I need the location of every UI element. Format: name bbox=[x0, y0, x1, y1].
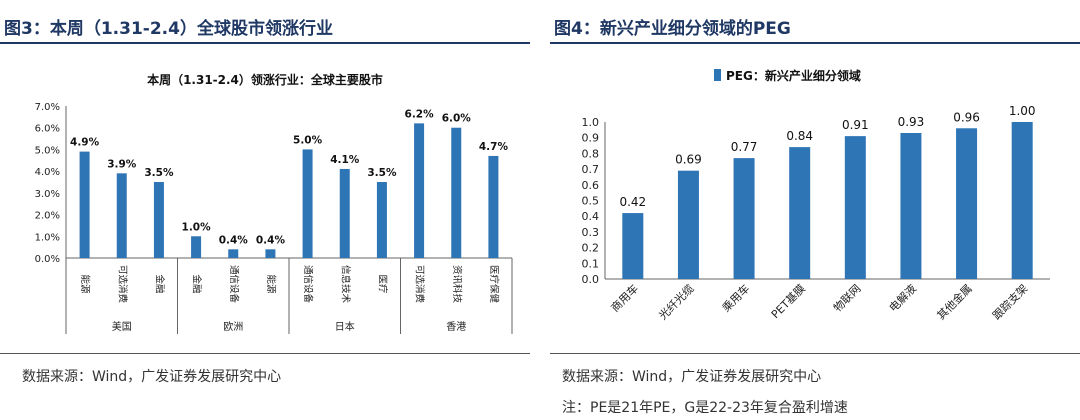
bar bbox=[79, 151, 90, 258]
y-tick-label: 5.0% bbox=[35, 145, 60, 156]
category-label: 其他金属 bbox=[934, 281, 975, 322]
category-label: 可选消费 bbox=[116, 265, 128, 303]
left-title-rule bbox=[0, 42, 530, 44]
value-label: 3.9% bbox=[107, 158, 137, 170]
value-label: 6.2% bbox=[405, 108, 435, 120]
y-tick-label: 0.2 bbox=[582, 242, 600, 255]
left-source-text: 数据来源：Wind，广发证券发展研究中心 bbox=[22, 369, 282, 385]
group-label: 美国 bbox=[112, 320, 132, 333]
category-label: 医疗保健 bbox=[488, 265, 500, 304]
y-tick-label: 0.0% bbox=[35, 254, 60, 265]
category-label: PET基膜 bbox=[769, 282, 808, 321]
value-label: 0.93 bbox=[898, 115, 925, 129]
left-source-rule bbox=[0, 353, 530, 354]
bar bbox=[376, 182, 387, 258]
y-tick-label: 0.9 bbox=[582, 132, 600, 145]
y-tick-label: 3.0% bbox=[35, 189, 60, 200]
bar bbox=[488, 155, 499, 258]
y-tick-label: 0.5 bbox=[582, 195, 600, 208]
category-label: 电解液 bbox=[886, 281, 919, 314]
left-bar-chart: 本周（1.31-2.4）领涨行业：全球主要股市 0.0% 1.0% 2.0% 3.0% 4… bbox=[35, 72, 513, 334]
value-label: 0.91 bbox=[842, 118, 869, 132]
y-tick-label: 4.0% bbox=[35, 167, 60, 178]
bar bbox=[414, 123, 425, 258]
bar bbox=[900, 132, 922, 279]
right-bar-chart: PEG：新兴产业细分领域 0.0 0.1 0.2 0.3 0.4 0.5 0.6 0.7 0.8 0… bbox=[582, 68, 1050, 322]
category-label: 信息技术 bbox=[339, 265, 351, 304]
bar bbox=[153, 182, 164, 258]
value-label: 0.4% bbox=[219, 234, 249, 246]
group-label: 日本 bbox=[335, 320, 355, 333]
y-tick-label: 0.3 bbox=[582, 226, 600, 239]
y-tick-label: 1.0 bbox=[582, 116, 600, 129]
value-label: 0.42 bbox=[619, 195, 646, 209]
right-note-text: 注：PE是21年PE，G是22-23年复合盈利增速 bbox=[562, 400, 848, 416]
category-label: 能源 bbox=[265, 274, 277, 294]
category-label: 乘用车 bbox=[719, 281, 752, 314]
group-label: 欧洲 bbox=[223, 321, 243, 333]
bar bbox=[339, 168, 350, 258]
right-source-text: 数据来源：Wind，广发证券发展研究中心 bbox=[562, 369, 822, 385]
bar bbox=[622, 213, 644, 279]
bar bbox=[733, 158, 755, 279]
bar bbox=[844, 136, 866, 279]
y-tick-label: 0.7 bbox=[582, 163, 600, 176]
value-label: 1.0% bbox=[182, 221, 212, 233]
bar bbox=[116, 173, 127, 258]
y-tick-label: 6.0% bbox=[35, 124, 60, 135]
bar bbox=[789, 147, 811, 279]
value-label: 3.5% bbox=[367, 167, 397, 179]
left-figure-title: 图3：本周（1.31-2.4）全球股市领涨行业 bbox=[4, 19, 333, 39]
bar bbox=[265, 249, 276, 258]
value-label: 4.1% bbox=[330, 154, 360, 166]
category-label: 通信设备 bbox=[228, 265, 240, 304]
value-label: 6.0% bbox=[442, 113, 472, 125]
category-label: 物联网 bbox=[830, 281, 863, 314]
category-label: 商用车 bbox=[608, 281, 641, 314]
y-tick-label: 2.0% bbox=[35, 211, 60, 222]
value-label: 5.0% bbox=[293, 134, 323, 146]
category-label: 可选消费 bbox=[414, 265, 426, 303]
y-tick-label: 0.1 bbox=[582, 257, 600, 270]
legend-label: PEG：新兴产业细分领域 bbox=[726, 68, 861, 83]
category-label: 通信设备 bbox=[302, 265, 314, 304]
bar bbox=[956, 128, 978, 279]
category-label: 光纤光缆 bbox=[656, 281, 697, 322]
category-label: 能源 bbox=[79, 274, 91, 294]
y-tick-label: 0.8 bbox=[582, 147, 600, 160]
value-label: 0.84 bbox=[786, 129, 813, 143]
value-label: 0.69 bbox=[675, 153, 702, 167]
bar bbox=[677, 170, 699, 279]
chart-title: 本周（1.31-2.4）领涨行业：全球主要股市 bbox=[147, 72, 383, 87]
category-label: 资讯科技 bbox=[451, 265, 463, 304]
bar bbox=[451, 127, 462, 258]
value-label: 0.77 bbox=[731, 140, 758, 154]
right-source-rule bbox=[550, 353, 1080, 354]
category-label: 金融 bbox=[153, 274, 165, 294]
y-tick-label: 7.0% bbox=[35, 102, 60, 113]
y-tick-label: 0.4 bbox=[582, 210, 600, 223]
category-label: 跟踪支架 bbox=[989, 281, 1030, 322]
value-label: 3.5% bbox=[144, 167, 174, 179]
category-label: 医疗 bbox=[376, 274, 388, 294]
right-figure-title: 图4：新兴产业细分领域的PEG bbox=[554, 19, 791, 39]
value-label: 1.00 bbox=[1009, 104, 1036, 118]
category-label: 金融 bbox=[191, 274, 203, 294]
value-label: 0.96 bbox=[953, 110, 980, 124]
value-label: 4.9% bbox=[70, 137, 100, 149]
bar bbox=[228, 249, 239, 258]
legend-swatch bbox=[714, 69, 721, 81]
y-tick-label: 1.0% bbox=[35, 232, 60, 243]
bar bbox=[1011, 122, 1033, 279]
value-label: 0.4% bbox=[256, 234, 286, 246]
bar bbox=[191, 236, 202, 258]
value-label: 4.7% bbox=[479, 141, 509, 153]
bar bbox=[302, 149, 313, 258]
right-title-rule bbox=[550, 42, 1080, 44]
group-label: 香港 bbox=[446, 321, 466, 333]
y-tick-label: 0.0 bbox=[582, 273, 600, 286]
y-tick-label: 0.6 bbox=[582, 179, 600, 192]
